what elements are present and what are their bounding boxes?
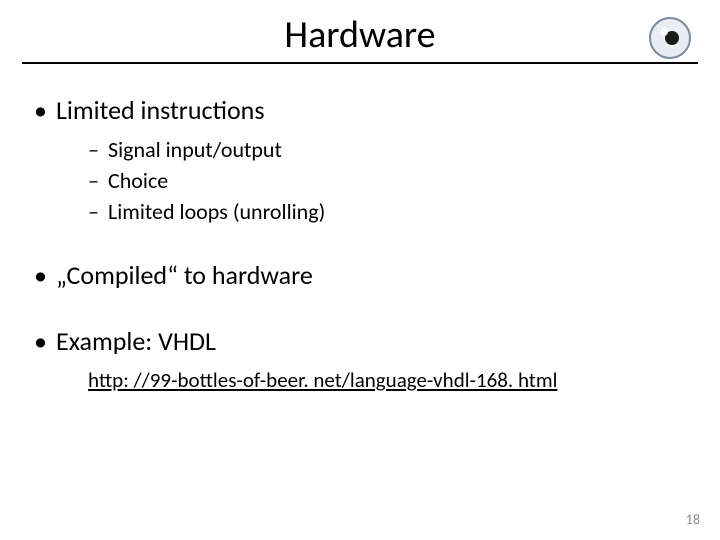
page-number: 18 — [686, 511, 700, 528]
bullet-limited-instructions: Limited instructions — [34, 94, 686, 126]
sub-list: Signal input/output Choice Limited loops… — [34, 136, 686, 225]
title-area: Hardware — [0, 0, 720, 70]
bullet-example: Example: VHDL — [34, 325, 686, 357]
sub-bullet-signal: Signal input/output — [88, 136, 686, 163]
logo-icon — [648, 16, 692, 65]
bullet-compiled: „Compiled“ to hardware — [34, 259, 686, 291]
sub-bullet-choice: Choice — [88, 167, 686, 194]
example-link[interactable]: http: //99-bottles-of-beer. net/language… — [34, 367, 686, 393]
slide-title: Hardware — [0, 12, 720, 58]
title-underline — [22, 62, 698, 64]
sub-bullet-loops: Limited loops (unrolling) — [88, 198, 686, 225]
content-area: Limited instructions Signal input/output… — [0, 70, 720, 393]
